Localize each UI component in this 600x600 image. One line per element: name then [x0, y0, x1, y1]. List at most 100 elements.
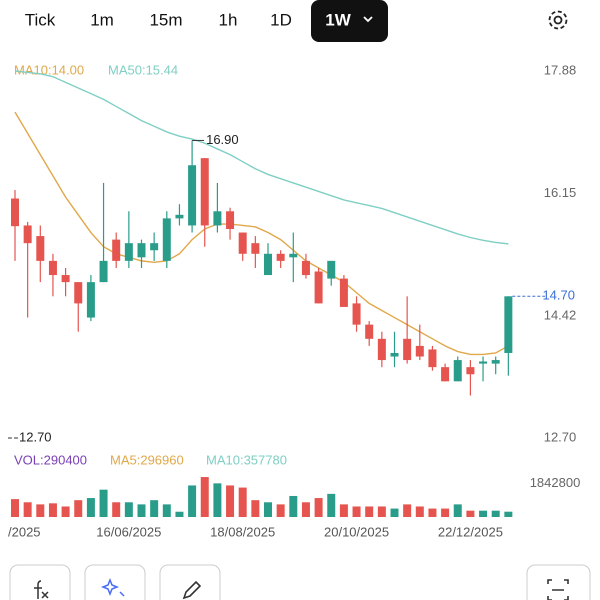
- settings-icon[interactable]: [548, 10, 568, 30]
- volume-bar: [11, 499, 19, 517]
- candle-body: [415, 345, 424, 357]
- y-tick-label: 12.70: [544, 429, 577, 444]
- x-tick-label: /2025: [8, 524, 41, 539]
- candle-body: [61, 275, 70, 283]
- candle-body: [327, 260, 336, 279]
- icon-sparkle: [100, 577, 125, 597]
- x-tick-label: 18/08/2025: [210, 524, 275, 539]
- volume-bar: [441, 508, 450, 517]
- y-tick-label: 14.42: [544, 308, 577, 323]
- volume-bar: [188, 485, 197, 517]
- volume-bar: [466, 510, 475, 517]
- x-tick-label: 16/06/2025: [96, 524, 161, 539]
- volume-bar: [150, 500, 159, 517]
- volume-bar: [301, 502, 310, 517]
- candle-body: [377, 338, 386, 361]
- timeframe-tab[interactable]: 15m: [149, 10, 182, 29]
- candle-body: [74, 282, 83, 304]
- timeframe-tab[interactable]: 1h: [219, 10, 238, 29]
- candle-body: [314, 271, 323, 304]
- volume-bar: [112, 502, 121, 517]
- volume-bar: [415, 506, 424, 517]
- legend-entry: MA50:15.44: [108, 62, 178, 77]
- volume-bar: [86, 498, 95, 517]
- high-marker-label: 16.90: [206, 132, 239, 147]
- volume-bar: [377, 506, 386, 517]
- volume-bar: [99, 489, 108, 517]
- volume-bar: [238, 487, 247, 517]
- volume-bar: [74, 500, 83, 517]
- volume-bar: [48, 503, 57, 517]
- button-formula[interactable]: [9, 564, 71, 600]
- candle-body: [504, 296, 513, 353]
- current-price-label: 14.70: [542, 288, 575, 303]
- timeframe-tab[interactable]: 1W: [325, 10, 351, 29]
- button-scan[interactable]: [526, 564, 591, 600]
- icon-pen: [182, 580, 202, 600]
- tab-chevron[interactable]: [363, 16, 373, 23]
- volume-bar: [137, 504, 146, 517]
- ma-line: [14, 111, 509, 356]
- volume-legend: MA10:357780: [206, 452, 287, 467]
- candle-body: [466, 367, 475, 375]
- volume-bar: [314, 498, 323, 517]
- volume-bar: [61, 506, 70, 517]
- volume-bar: [213, 483, 222, 517]
- button-draw[interactable]: [159, 564, 221, 600]
- candle-body: [162, 218, 171, 261]
- icon-scan: [547, 579, 569, 600]
- volume-bar: [251, 500, 260, 517]
- candle-body: [276, 253, 285, 261]
- volume-legend: VOL:290400: [14, 452, 87, 467]
- candle-body: [150, 243, 159, 251]
- volume-bar: [162, 504, 171, 517]
- x-tick-label: 22/12/2025: [438, 524, 503, 539]
- volume-bar: [453, 504, 462, 517]
- volume-bar: [365, 506, 374, 517]
- volume-bar: [23, 502, 32, 517]
- candle-body: [365, 324, 374, 339]
- volume-bar: [339, 504, 348, 517]
- candle-body: [188, 165, 197, 226]
- volume-bar: [327, 493, 336, 517]
- timeframe-tab[interactable]: Tick: [25, 10, 56, 29]
- candle-body: [491, 360, 500, 364]
- selected-tab-bg[interactable]: [311, 0, 388, 42]
- button-ai[interactable]: [84, 564, 146, 600]
- volume-bar: [289, 495, 298, 517]
- candle-body: [23, 225, 32, 244]
- volume-bar: [352, 506, 361, 517]
- volume-bar: [479, 510, 488, 517]
- icon-fx: [34, 580, 49, 599]
- volume-bar: [200, 477, 209, 517]
- volume-bar: [264, 502, 272, 517]
- ma-line: [14, 70, 509, 245]
- candle-body: [86, 282, 95, 318]
- volume-bar: [390, 508, 399, 517]
- candle-body: [238, 232, 247, 254]
- volume-bar: [403, 504, 412, 517]
- volume-legend: MA5:296960: [110, 452, 184, 467]
- candle-body: [264, 253, 272, 276]
- candle-body: [301, 260, 310, 276]
- y-tick-label: 16.15: [544, 185, 577, 200]
- candle-body: [428, 349, 437, 368]
- timeframe-tab[interactable]: 1m: [90, 10, 114, 29]
- volume-bar: [428, 508, 437, 517]
- candle-body: [124, 243, 133, 261]
- candle-body: [112, 239, 121, 261]
- candle-body: [453, 360, 462, 382]
- candle-body: [479, 361, 488, 364]
- timeframe-tab[interactable]: 1D: [270, 10, 292, 29]
- candle-body: [226, 211, 235, 229]
- volume-bar: [175, 511, 184, 517]
- volume-bar: [36, 504, 45, 517]
- candle-body: [213, 211, 222, 226]
- volume-bar: [491, 510, 500, 517]
- y-tick-label: 17.88: [544, 62, 577, 77]
- candle-body: [200, 158, 209, 226]
- volume-tick-label: 1842800: [530, 475, 581, 490]
- candle-body: [36, 236, 45, 261]
